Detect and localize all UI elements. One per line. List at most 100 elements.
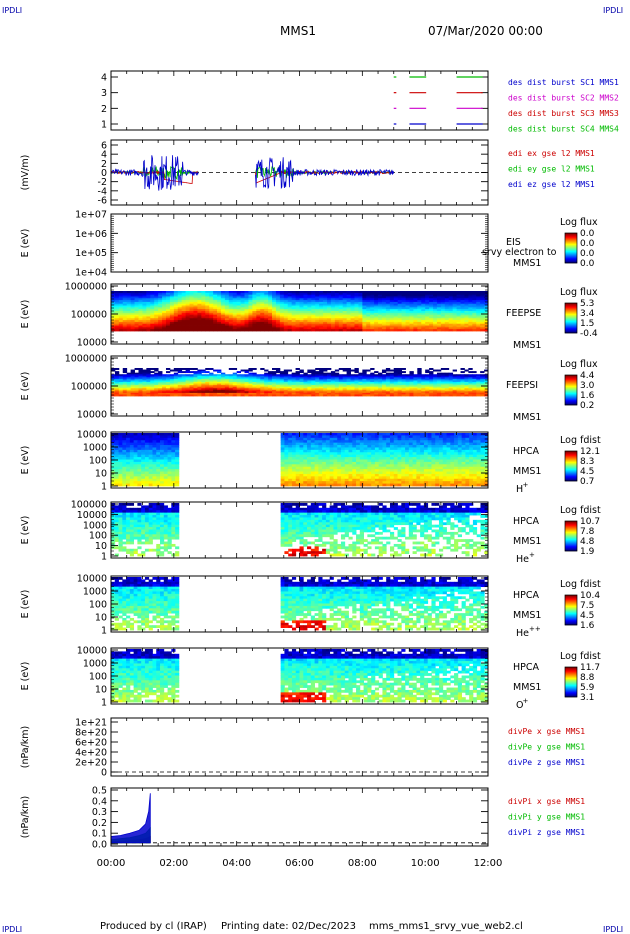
spectrogram-cell [236,329,241,332]
spectrogram-cell [197,323,202,326]
spectrogram-cell [374,327,379,330]
spectrogram-cell [433,300,438,303]
spectrogram-cell [322,435,327,439]
spectrogram-cell [465,440,470,444]
spectrogram-cell [240,389,245,392]
spectrogram-cell [303,388,308,391]
spectrogram-cell [412,433,417,436]
spectrogram-cell [150,294,155,297]
spectrogram-cell [193,394,198,397]
spectrogram-cell [468,296,473,299]
spectrogram-cell [389,391,395,394]
spectrogram-cell [409,311,414,314]
spectrogram-cell [468,385,473,388]
spectrogram-cell [381,377,387,380]
spectrogram-cell [193,329,198,332]
spectrogram-cell [240,391,245,394]
spectrogram-cell [256,301,261,305]
spectrogram-cell [252,320,257,323]
spectrogram-cell [193,375,198,378]
spectrogram-cell [279,382,285,384]
spectrogram-cell [433,296,438,299]
spectrogram-cell [480,445,485,448]
spectrogram-cell [154,301,159,305]
spectrogram-cell [344,454,349,458]
spectrogram-cell [315,329,320,332]
spectrogram-cell [436,311,442,314]
spectrogram-cell [291,327,296,330]
spectrogram-cell [374,291,379,294]
spectrogram-cell [279,323,285,326]
spectrogram-cell [397,323,403,326]
spectrogram-cell [315,309,320,312]
spectrogram-cell [409,323,414,326]
spectrogram-cell [397,437,402,441]
spectrogram-cell [288,454,293,458]
spectrogram-cell [401,378,406,381]
spectrogram-cell [362,294,367,297]
spectrogram-cell [420,440,425,444]
spectrogram-cell [118,449,123,453]
spectrogram-cell [256,389,261,392]
spectrogram-cell [224,374,230,377]
spectrogram-cell [457,433,463,436]
spectrogram-cell [118,309,124,312]
spectrogram-cell [374,371,379,374]
spectrogram-cell [224,303,230,306]
spectrogram-cell [152,440,157,444]
spectrogram-cell [111,383,116,386]
spectrogram-cell [177,294,183,297]
spectrogram-cell [370,323,375,326]
spectrogram-cell [220,380,226,383]
spectrogram-cell [158,298,163,301]
spectrogram-cell [352,452,357,456]
spectrogram-cell [118,445,123,448]
spectrogram-cell [169,383,175,386]
spectrogram-cell [382,447,387,451]
spectrogram-cell [484,392,489,395]
spectrogram-cell [220,378,226,381]
spectrogram-cell [433,377,438,380]
spectrogram-cell [122,388,128,391]
spectrogram-cell [429,307,434,310]
spectrogram-cell [291,392,296,395]
spectrogram-cell [436,386,442,389]
spectrogram-cell [333,454,338,458]
spectrogram-cell [303,312,308,316]
spectrogram-cell [240,374,245,377]
spectrogram-cell [393,314,399,317]
spectrogram-cell [228,386,234,389]
spectrogram-cell [244,377,249,380]
spectrogram-cell [310,445,315,448]
spectrogram-cell [423,454,429,458]
spectrogram-cell [461,452,466,456]
spectrogram-cell [209,296,214,299]
spectrogram-cell [114,309,120,312]
spectrogram-cell [429,374,434,377]
spectrogram-cell [385,314,391,317]
spectrogram-cell [295,292,300,296]
spectrogram-cell [114,437,119,441]
spectrogram-cell [452,389,457,392]
spectrogram-cell [133,452,138,456]
spectrogram-cell [374,377,379,380]
spectrogram-cell [484,300,489,303]
colorbar-cell [565,330,577,332]
spectrogram-cell [244,389,249,392]
spectrogram-cell [468,325,473,328]
spectrogram-cell [460,300,465,303]
spectrogram-cell [464,320,469,323]
spectrogram-cell [205,386,210,389]
spectrogram-cell [279,298,285,301]
spectrogram-cell [213,309,218,312]
spectrogram-cell [370,386,375,389]
spectrogram-cell [209,394,214,397]
spectrogram-cell [440,385,446,388]
spectrogram-cell [440,386,446,389]
spectrogram-cell [381,312,387,316]
spectrogram-cell [465,447,470,451]
spectrogram-cell [280,449,285,453]
spectrogram-cell [236,375,241,378]
spectrogram-cell [464,318,469,321]
